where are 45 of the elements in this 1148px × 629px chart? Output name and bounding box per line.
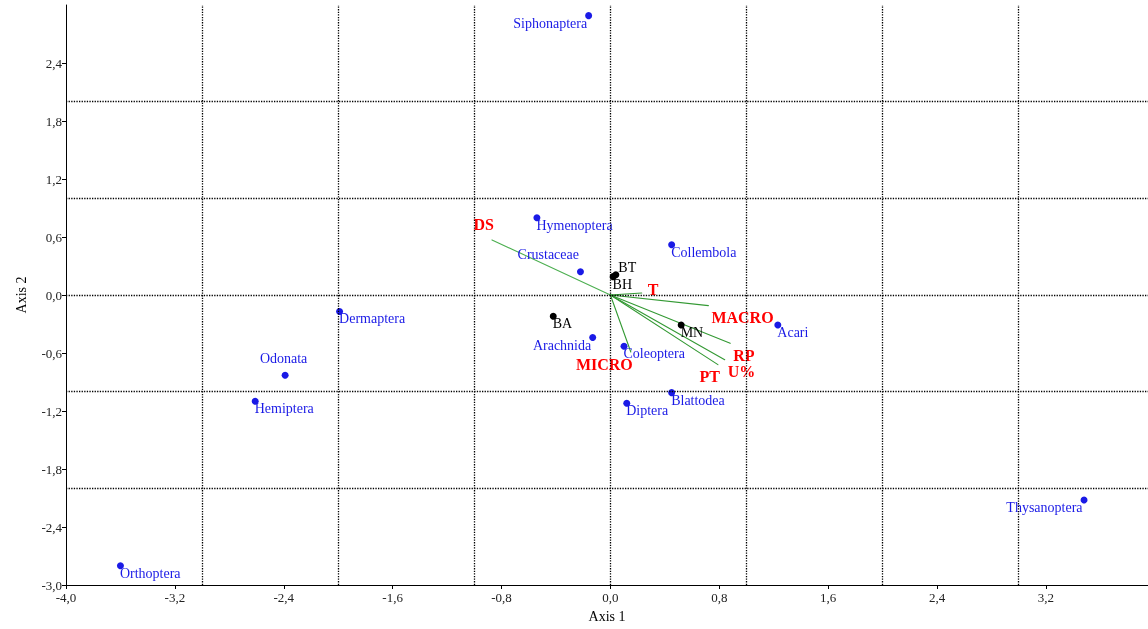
series-label: Thysanoptera	[1006, 499, 1084, 515]
x-tick-label: 0,8	[711, 590, 728, 605]
series-label: U%	[727, 363, 756, 381]
x-tick-label: -4,0	[55, 590, 77, 605]
y-tick-label: 2,4	[45, 55, 63, 71]
series-label: Siphonaptera	[513, 15, 588, 31]
x-tick-label: 1,6	[820, 590, 837, 605]
series-label: BH	[612, 276, 633, 292]
y-tick-label: 0,0	[45, 287, 62, 303]
x-tick-label: 3,2	[1037, 590, 1055, 605]
y-tick-label: -1,8	[41, 461, 62, 477]
x-tick-label: -1,6	[382, 590, 404, 605]
series-label: MN	[680, 324, 704, 340]
series-label: Dermaptera	[339, 311, 406, 327]
x-tick-label: 2,4	[928, 590, 946, 605]
series-label: Collembola	[671, 244, 738, 260]
series-label: DS	[473, 216, 495, 234]
y-tick-label: 0,6	[45, 229, 63, 245]
series-label: Arachnida	[532, 337, 592, 353]
series-label: Odonata	[259, 351, 309, 367]
y-tick-label: 1,8	[45, 113, 62, 129]
x-tick-label: -2,4	[273, 590, 295, 605]
y-tick-label: 1,2	[45, 171, 62, 187]
series-label: Orthoptera	[119, 565, 182, 581]
y-axis-title: Axis 2	[13, 276, 29, 314]
x-tick-label: -3,2	[164, 590, 186, 605]
y-tick-label: -0,6	[41, 345, 63, 361]
series-label: Crustaceae	[517, 246, 579, 262]
series-label: Blattodea	[671, 392, 726, 408]
series-label: Acari	[777, 324, 809, 340]
series-label: MACRO	[711, 309, 774, 327]
series-label: Hymenoptera	[536, 217, 614, 233]
series-label: Hemiptera	[254, 401, 315, 417]
series-label: BT	[618, 259, 637, 275]
x-tick-label: 0,0	[602, 590, 619, 605]
series-label: T	[647, 280, 659, 298]
series-label: RP	[733, 346, 755, 364]
y-tick-label: -1,2	[41, 403, 62, 419]
series-label: BA	[552, 316, 574, 332]
series-label: Diptera	[626, 403, 669, 419]
y-tick-label: -3,0	[41, 577, 62, 593]
y-tick-label: -2,4	[41, 519, 63, 535]
series-label: PT	[699, 368, 721, 386]
x-tick-label: -0,8	[491, 590, 512, 605]
x-axis-title: Axis 1	[588, 608, 626, 624]
